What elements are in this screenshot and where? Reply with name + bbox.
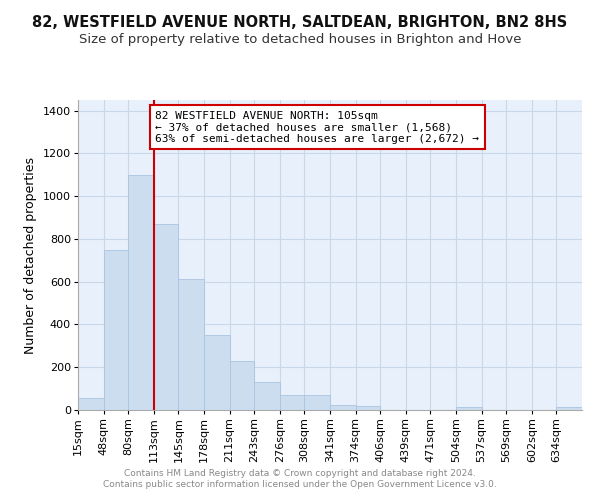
Bar <box>178 278 204 410</box>
Text: Size of property relative to detached houses in Brighton and Hove: Size of property relative to detached ho… <box>79 32 521 46</box>
Bar <box>78 398 104 410</box>
Y-axis label: Number of detached properties: Number of detached properties <box>25 156 37 354</box>
Bar <box>330 404 356 410</box>
Text: Contains HM Land Registry data © Crown copyright and database right 2024.: Contains HM Land Registry data © Crown c… <box>124 468 476 477</box>
Text: Contains public sector information licensed under the Open Government Licence v3: Contains public sector information licen… <box>103 480 497 489</box>
Bar <box>104 250 128 410</box>
Bar <box>204 335 230 410</box>
Bar <box>556 407 582 410</box>
Bar <box>128 175 154 410</box>
Bar <box>154 224 178 410</box>
Text: 82, WESTFIELD AVENUE NORTH, SALTDEAN, BRIGHTON, BN2 8HS: 82, WESTFIELD AVENUE NORTH, SALTDEAN, BR… <box>32 15 568 30</box>
Text: 82 WESTFIELD AVENUE NORTH: 105sqm
← 37% of detached houses are smaller (1,568)
6: 82 WESTFIELD AVENUE NORTH: 105sqm ← 37% … <box>155 110 479 144</box>
Bar <box>304 395 330 410</box>
Bar <box>356 406 380 410</box>
Bar <box>280 395 304 410</box>
Bar <box>254 382 280 410</box>
Bar <box>230 361 254 410</box>
Bar <box>456 407 482 410</box>
